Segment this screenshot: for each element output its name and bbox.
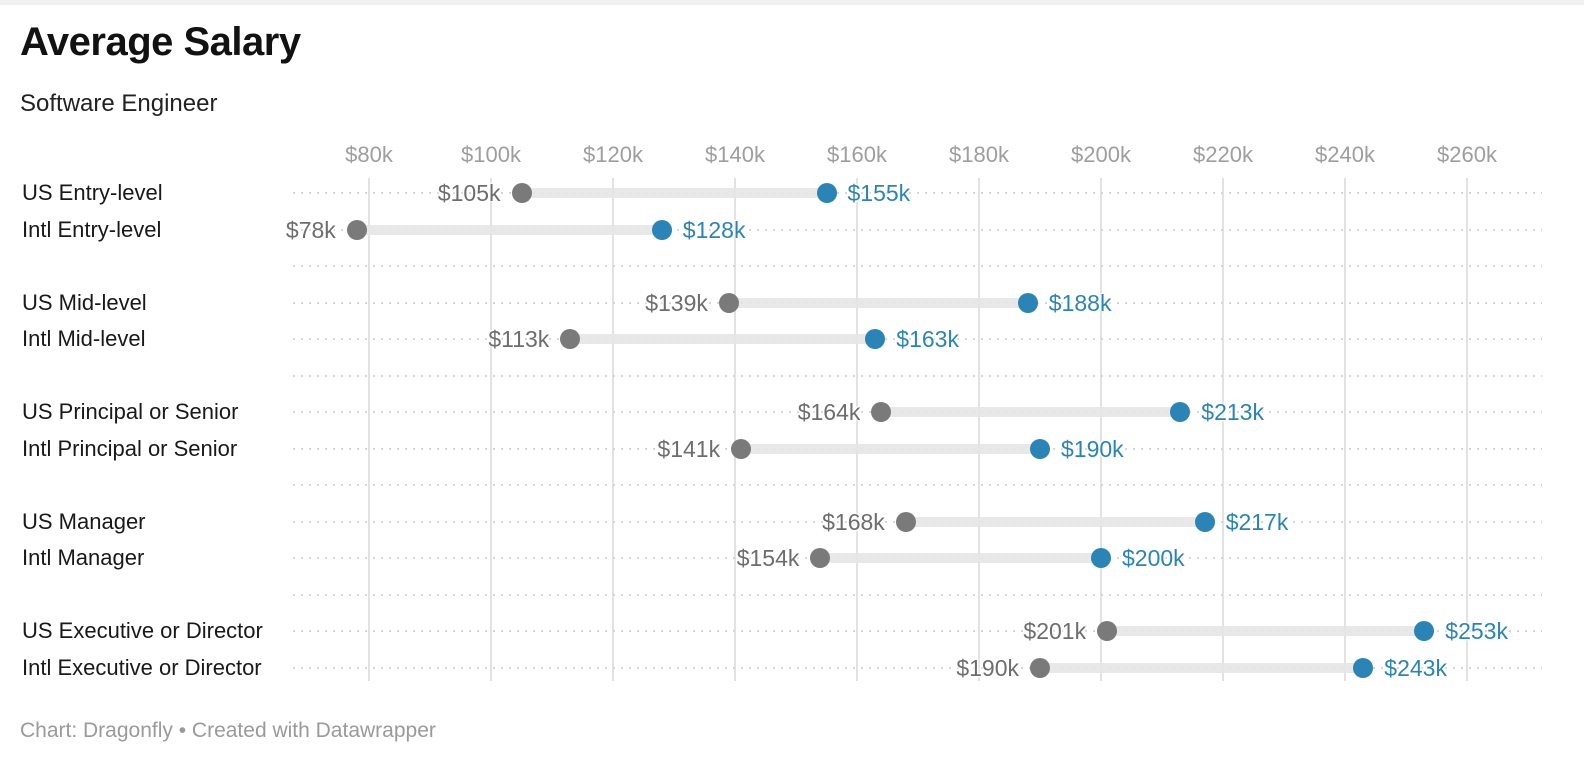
- x-gridline: [368, 178, 370, 681]
- dumbbell-connector: [741, 443, 1040, 454]
- end-value-label: $155k: [847, 180, 911, 206]
- dumbbell-connector: [1040, 662, 1364, 673]
- start-dot: [560, 329, 581, 349]
- row-label: Intl Principal or Senior: [22, 435, 238, 461]
- end-value-label: $213k: [1201, 399, 1264, 425]
- start-dot: [895, 511, 916, 532]
- x-gridline: [978, 178, 980, 681]
- dumbbell-connector: [570, 334, 876, 344]
- row-label: Intl Executive or Director: [22, 654, 262, 680]
- end-dot: [1194, 511, 1215, 532]
- chart-credit: Chart: Dragonfly • Created with Datawrap…: [20, 719, 436, 742]
- end-dot: [1091, 548, 1111, 568]
- start-value-label: $190k: [956, 654, 1019, 681]
- start-dot: [1097, 621, 1118, 641]
- start-value-label: $141k: [657, 435, 721, 462]
- chart-title: Average Salary: [20, 20, 301, 64]
- start-value-label: $113k: [488, 326, 550, 352]
- x-axis-tick-label: $120k: [583, 142, 643, 167]
- row-label: Intl Manager: [22, 545, 145, 570]
- start-dot: [346, 219, 367, 240]
- start-value-label: $105k: [437, 180, 501, 206]
- end-dot: [865, 329, 886, 349]
- dumbbell-connector: [905, 516, 1205, 527]
- x-gridline: [1344, 178, 1346, 681]
- start-value-label: $164k: [797, 399, 861, 425]
- end-dot: [816, 183, 837, 203]
- x-gridline: [1222, 178, 1224, 681]
- x-axis-tick-label: $140k: [705, 142, 765, 167]
- x-axis-tick-label: $220k: [1193, 142, 1253, 167]
- start-dot: [871, 402, 892, 422]
- x-gridline: [1100, 178, 1102, 681]
- row-dotted-line: [293, 593, 1542, 596]
- end-value-label: $188k: [1048, 289, 1112, 316]
- x-axis-tick-label: $80k: [345, 142, 393, 167]
- dumbbell-connector: [728, 297, 1028, 308]
- end-dot: [1030, 438, 1050, 459]
- row-dotted-line: [293, 192, 1542, 194]
- x-axis-tick-label: $200k: [1071, 142, 1131, 167]
- start-dot: [1030, 657, 1050, 678]
- top-edge-strip: [0, 0, 1584, 5]
- start-value-label: $154k: [736, 545, 800, 571]
- row-dotted-line: [293, 374, 1542, 377]
- start-value-label: $168k: [822, 508, 885, 535]
- x-axis-tick-label: $180k: [949, 142, 1009, 167]
- row-dotted-line: [293, 484, 1542, 486]
- end-value-label: $190k: [1061, 435, 1124, 462]
- end-dot: [1414, 621, 1435, 641]
- end-value-label: $253k: [1445, 618, 1508, 644]
- row-dotted-line: [293, 338, 1542, 340]
- start-value-label: $139k: [645, 289, 708, 316]
- row-label: Intl Entry-level: [22, 216, 162, 242]
- x-axis-tick-label: $260k: [1437, 142, 1497, 167]
- row-label: US Entry-level: [22, 180, 163, 205]
- x-axis-tick-label: $240k: [1315, 142, 1375, 167]
- x-gridline: [734, 178, 736, 681]
- row-label: US Manager: [22, 508, 146, 534]
- end-dot: [651, 219, 672, 240]
- dumbbell-connector: [881, 407, 1181, 417]
- x-gridline: [856, 178, 858, 681]
- row-dotted-line: [293, 666, 1542, 669]
- row-label: US Executive or Director: [22, 618, 263, 643]
- x-gridline: [612, 178, 614, 681]
- end-dot: [1017, 292, 1038, 313]
- row-dotted-line: [293, 228, 1542, 231]
- start-dot: [511, 183, 532, 203]
- row-label: Intl Mid-level: [22, 326, 146, 351]
- start-value-label: $201k: [1023, 618, 1087, 644]
- x-axis-tick-label: $160k: [827, 142, 887, 167]
- end-dot: [1353, 657, 1374, 678]
- row-dotted-line: [293, 265, 1542, 267]
- row-label: US Mid-level: [22, 289, 147, 315]
- end-value-label: $200k: [1122, 545, 1185, 571]
- start-dot: [731, 438, 752, 459]
- row-label: US Principal or Senior: [22, 399, 239, 424]
- x-gridline: [490, 178, 492, 681]
- dumbbell-connector: [521, 188, 827, 198]
- end-value-label: $217k: [1225, 508, 1289, 535]
- end-value-label: $243k: [1384, 654, 1447, 681]
- row-dotted-line: [293, 630, 1542, 632]
- end-value-label: $163k: [896, 326, 959, 352]
- dumbbell-connector: [1107, 626, 1425, 636]
- end-dot: [1170, 402, 1191, 422]
- dumbbell-connector: [820, 553, 1101, 563]
- x-axis-tick-label: $100k: [461, 142, 521, 167]
- start-value-label: $78k: [285, 216, 336, 243]
- x-gridline: [1466, 178, 1468, 681]
- chart-subtitle: Software Engineer: [20, 90, 218, 117]
- start-dot: [810, 548, 831, 568]
- end-value-label: $128k: [682, 216, 746, 243]
- start-dot: [718, 292, 739, 313]
- dumbbell-connector: [356, 224, 662, 235]
